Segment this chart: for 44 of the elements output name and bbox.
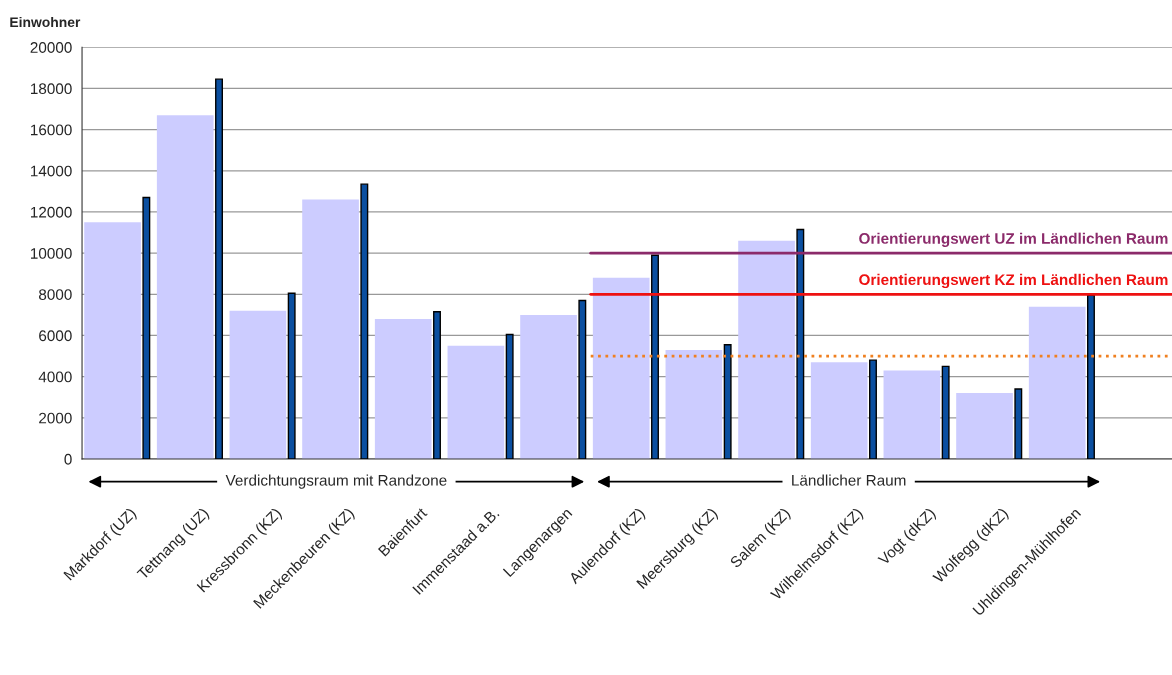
bar xyxy=(156,115,214,459)
bar xyxy=(302,199,359,459)
y-tick-label: 18000 xyxy=(31,83,72,95)
bar xyxy=(1014,388,1023,459)
y-tick-label: 10000 xyxy=(31,247,72,259)
y-tick-label: 8000 xyxy=(39,289,72,300)
bar xyxy=(810,362,868,459)
ref-line-label: Orientierungswert KZ im Ländlichen Raum xyxy=(859,273,1168,289)
bar xyxy=(360,183,369,459)
bar xyxy=(287,292,296,459)
bar xyxy=(374,319,432,459)
text: Ländlicher Raum xyxy=(792,474,906,486)
bar xyxy=(142,196,151,459)
y-tick-label: 6000 xyxy=(39,330,72,342)
bar xyxy=(447,345,505,459)
text: Verdichtungsraum mit Randzone xyxy=(225,474,447,489)
y-axis-title: Einwohner xyxy=(10,16,81,28)
y-tick-label: 16000 xyxy=(31,124,72,136)
y-tick-label: 12000 xyxy=(31,206,72,218)
bar xyxy=(215,78,223,459)
bar xyxy=(665,349,723,459)
bar xyxy=(578,299,587,459)
bar xyxy=(956,393,1013,459)
bar xyxy=(796,228,805,459)
bar xyxy=(520,314,577,459)
bar xyxy=(1087,294,1095,459)
bar xyxy=(505,333,514,459)
bar xyxy=(941,365,950,459)
bar xyxy=(229,310,287,459)
bar xyxy=(883,370,941,459)
ref-line-label: Orientierungswert UZ im Ländlichen Raum xyxy=(859,232,1168,247)
y-tick-label: 2000 xyxy=(39,412,72,424)
y-tick-label: 14000 xyxy=(31,165,72,177)
bar xyxy=(869,359,877,459)
bar xyxy=(738,240,795,459)
y-tick-label: 4000 xyxy=(38,371,72,383)
bar xyxy=(723,344,732,459)
bar xyxy=(433,311,441,459)
bar xyxy=(1028,306,1086,459)
bar xyxy=(84,222,141,459)
y-tick-label: 0 xyxy=(64,453,72,465)
y-tick-label: 20000 xyxy=(30,42,72,53)
bar xyxy=(592,277,650,459)
bar xyxy=(651,254,659,459)
